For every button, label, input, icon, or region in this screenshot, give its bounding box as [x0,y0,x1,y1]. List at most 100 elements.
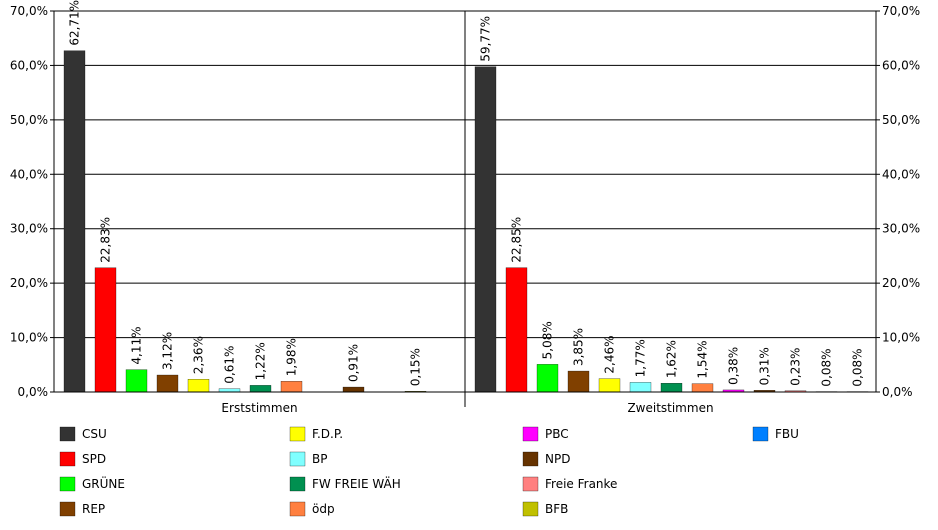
data-label-f-d-p-zweitstimmen: 2,46% [603,335,617,373]
legend-swatch [522,476,539,492]
legend-label: F.D.P. [312,427,343,441]
legend-swatch [59,426,76,442]
bar-f-d-p-zweitstimmen [598,378,621,393]
bar-grüne-erststimmen [125,369,148,393]
legend-swatch [289,501,306,517]
bar-fw-freie-wäh-zweitstimmen [660,383,683,393]
legend-label: Freie Franke [545,477,617,491]
bar-bp-zweitstimmen [629,382,652,393]
legend-label: ödp [312,502,335,516]
bar-rep-zweitstimmen [567,370,590,393]
data-label-npd-zweitstimmen: 0,31% [758,347,772,385]
y-tick-label-left: 0,0% [18,385,49,399]
data-label-spd-zweitstimmen: 22,85% [510,217,524,263]
legend-item-spd: SPD [59,451,106,467]
legend-swatch [59,501,76,517]
data-label-rep-zweitstimmen: 3,85% [572,328,586,366]
bar-grüne-zweitstimmen [536,364,559,393]
data-label-grüne-zweitstimmen: 5,08% [541,321,555,359]
legend-label: CSU [82,427,107,441]
legend-item-freie-franke: Freie Franke [522,476,617,492]
legend-item-bfb: BFB [522,501,568,517]
y-tick-label-left: 70,0% [10,4,48,18]
legend-item-csu: CSU [59,426,107,442]
legend-label: BP [312,452,327,466]
y-tick-label-right: 60,0% [882,58,920,72]
data-label-fw-freie-wäh-erststimmen: 1,22% [254,342,268,380]
legend-item-pbc: PBC [522,426,569,442]
y-tick-label-right: 10,0% [882,331,920,345]
legend-item-fbu: FBU [752,426,799,442]
y-tick-label-left: 50,0% [10,113,48,127]
data-label-fw-freie-wäh-zweitstimmen: 1,62% [665,340,679,378]
y-tick-label-right: 30,0% [882,222,920,236]
data-label-freie-franke-zweitstimmen: 0,23% [789,348,803,386]
y-tick-label-right: 40,0% [882,167,920,181]
bar-fw-freie-wäh-erststimmen [249,385,272,393]
data-label-npd-erststimmen: 0,91% [347,344,361,382]
legend-swatch [59,451,76,467]
y-tick-label-left: 20,0% [10,276,48,290]
legend-item-f-d-p: F.D.P. [289,426,343,442]
legend-item-bp: BP [289,451,327,467]
data-label-csu-zweitstimmen: 59,77% [479,16,493,62]
bar-spd-erststimmen [94,267,117,393]
legend-item-grüne: GRÜNE [59,475,125,492]
legend-swatch [289,451,306,467]
data-label-bp-zweitstimmen: 1,77% [634,339,648,377]
legend-label: FW FREIE WÄH [312,476,401,491]
y-tick-label-right: 70,0% [882,4,920,18]
bar-csu-erststimmen [63,50,86,393]
bars [63,50,869,393]
bar-csu-zweitstimmen [474,66,497,393]
bar-f-d-p-erststimmen [187,379,210,393]
data-label-ödp-erststimmen: 1,98% [285,338,299,376]
y-tick-label-right: 50,0% [882,113,920,127]
data-label-rep-erststimmen: 3,12% [161,332,175,370]
data-label-bp-erststimmen: 0,61% [223,346,237,384]
data-label-fbu-zweitstimmen: 0,08% [851,348,865,386]
data-label-ödp-zweitstimmen: 1,54% [696,340,710,378]
x-category-label: Zweitstimmen [627,401,713,415]
legend-swatch [289,476,306,492]
data-labels: 62,71% 22,83% 4,11% 3,12% 2,36% 0,61% 1,22% 1,9… [68,0,865,387]
legend-item-npd: NPD [522,451,570,467]
legend-label: REP [82,502,105,516]
data-label-grüne-erststimmen: 4,11% [130,327,144,365]
data-label-spd-erststimmen: 22,83% [99,217,113,263]
legend-label: BFB [545,502,568,516]
legend-label: GRÜNE [82,475,125,491]
legend-item-fw-freie-wäh: FW FREIE WÄH [289,476,401,492]
y-tick-label-left: 40,0% [10,167,48,181]
y-tick-label-left: 10,0% [10,331,48,345]
y-tick-label-right: 0,0% [882,385,913,399]
bar-spd-zweitstimmen [505,267,528,393]
legend-swatch [289,426,306,442]
data-label-bfb-erststimmen: 0,15% [409,348,423,386]
legend-item-ödp: ödp [289,501,335,517]
x-category-label: Erststimmen [221,401,297,415]
data-label-f-d-p-erststimmen: 2,36% [192,336,206,374]
legend-label: NPD [545,452,570,466]
data-label-csu-erststimmen: 62,71% [68,0,82,46]
y-tick-label-left: 60,0% [10,58,48,72]
bar-ödp-erststimmen [280,381,303,393]
data-label-pbc-zweitstimmen: 0,38% [727,347,741,385]
legend-item-rep: REP [59,501,105,517]
legend-swatch [522,501,539,517]
legend-swatch [522,426,539,442]
legend-swatch [59,476,76,492]
y-tick-label-right: 20,0% [882,276,920,290]
legend-label: FBU [775,427,799,441]
legend-label: PBC [545,427,569,441]
legend-swatch [752,426,769,442]
data-label-bfb-zweitstimmen: 0,08% [820,348,834,386]
bar-npd-erststimmen [342,386,365,393]
axes: 0,0% 0,0% 10,0% 10,0% 20,0% 20,0% 30,0% 30,0% 40… [10,4,920,415]
legend-label: SPD [82,452,106,466]
bar-rep-erststimmen [156,374,179,393]
legend-swatch [522,451,539,467]
y-tick-label-left: 30,0% [10,222,48,236]
bar-ödp-zweitstimmen [691,383,714,393]
